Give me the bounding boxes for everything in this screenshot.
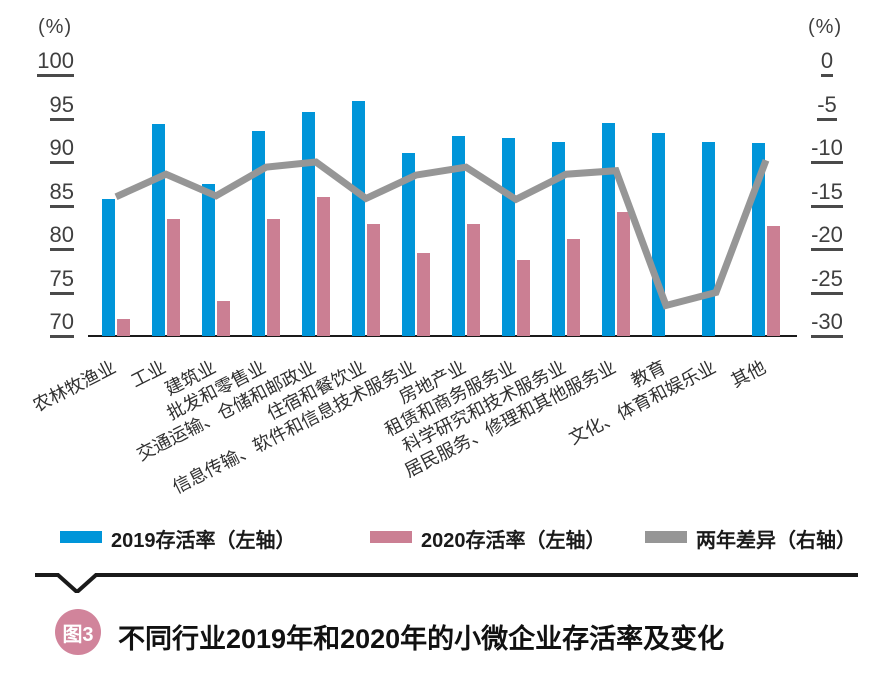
- tick-right-tick-label: -25: [811, 267, 843, 295]
- bar-2019-居民服务、修理和其他服务业: [602, 122, 615, 336]
- bar-2019-租赁和商务服务业: [502, 137, 515, 336]
- tick-left-tick-label: 85: [49, 180, 74, 208]
- legend-label-2019: 2019存活率（左轴）: [111, 530, 296, 552]
- bar-2019-房地产业: [452, 135, 465, 336]
- tick-left-tick-75: 75: [0, 267, 74, 295]
- bar-2020-建筑业: [217, 301, 230, 336]
- tick-left-tick-95: 95: [0, 93, 74, 121]
- bar-2019-其他: [752, 142, 765, 336]
- tick-left-tick-80: 80: [0, 224, 74, 251]
- bar-2020-批发和零售业: [267, 219, 280, 336]
- tick-left-tick-label: 70: [49, 311, 74, 338]
- caption-divider: [35, 573, 858, 593]
- tick-left-tick-label: 90: [49, 137, 74, 164]
- bar-2019-住宿和餐饮业: [352, 101, 365, 336]
- figure-title: 不同行业2019年和2020年的小微企业存活率及变化: [118, 624, 725, 654]
- bar-2020-科学研究和技术服务业: [567, 238, 580, 336]
- x-axis-line: [88, 335, 797, 337]
- x-label-text: 其他: [727, 356, 769, 392]
- bar-2020-住宿和餐饮业: [367, 223, 380, 336]
- bar-2019-建筑业: [202, 183, 215, 336]
- x-label-text: 农林牧渔业: [29, 356, 119, 416]
- tick-left-tick-100: 100: [0, 50, 74, 77]
- bar-2020-工业: [167, 218, 180, 336]
- right-axis-unit: (%): [808, 16, 843, 38]
- bar-2020-其他: [767, 225, 780, 336]
- bar-2019-批发和零售业: [252, 130, 265, 336]
- tick-right-tick-label: -30: [811, 311, 843, 338]
- tick-right-tick-0: 0: [798, 50, 856, 77]
- tick-right-tick-label: -20: [811, 224, 843, 251]
- tick-right-tick--10: -10: [798, 137, 856, 164]
- tick-left-tick-label: 75: [49, 267, 74, 295]
- bar-2020-信息传输、软件和信息技术服务业: [417, 253, 430, 336]
- legend-label-diff: 两年差异（右轴）: [696, 530, 856, 552]
- figure-number-badge: 图3: [55, 609, 101, 655]
- tick-right-tick-label: -10: [811, 137, 843, 164]
- caption-divider-line: [35, 573, 858, 593]
- legend-swatch-2020: [370, 531, 412, 543]
- bar-2019-交通运输、仓储和邮政业: [302, 111, 315, 336]
- tick-right-tick--5: -5: [798, 93, 856, 121]
- bar-2020-房地产业: [467, 223, 480, 336]
- tick-right-tick--25: -25: [798, 267, 856, 295]
- tick-left-tick-label: 100: [37, 50, 74, 77]
- bar-2019-科学研究和技术服务业: [552, 141, 565, 336]
- left-axis-unit: (%): [38, 16, 73, 38]
- bar-2019-教育: [652, 133, 665, 336]
- bar-2019-工业: [152, 123, 165, 336]
- bar-2020-居民服务、修理和其他服务业: [617, 212, 630, 336]
- bar-2020-租赁和商务服务业: [517, 260, 530, 336]
- bar-2019-文化、体育和娱乐业: [702, 141, 715, 336]
- tick-left-tick-70: 70: [0, 311, 74, 338]
- x-label-text: 工业: [127, 356, 169, 392]
- tick-right-tick--15: -15: [798, 180, 856, 208]
- bar-2019-信息传输、软件和信息技术服务业: [402, 153, 415, 336]
- legend-label-2020: 2020存活率（左轴）: [421, 530, 606, 552]
- tick-left-tick-label: 95: [49, 93, 74, 121]
- tick-left-tick-label: 80: [49, 224, 74, 251]
- tick-right-tick-label: -5: [817, 93, 837, 121]
- legend-swatch-2019: [60, 531, 102, 543]
- bar-2020-农林牧渔业: [117, 319, 130, 336]
- tick-right-tick-label: 0: [820, 50, 834, 77]
- tick-right-tick--20: -20: [798, 224, 856, 251]
- tick-left-tick-85: 85: [0, 180, 74, 208]
- bar-2019-农林牧渔业: [102, 198, 115, 336]
- tick-left-tick-90: 90: [0, 137, 74, 164]
- legend-swatch-diff: [645, 531, 687, 543]
- tick-right-tick--30: -30: [798, 311, 856, 338]
- bar-2020-交通运输、仓储和邮政业: [317, 196, 330, 336]
- tick-right-tick-label: -15: [811, 180, 843, 208]
